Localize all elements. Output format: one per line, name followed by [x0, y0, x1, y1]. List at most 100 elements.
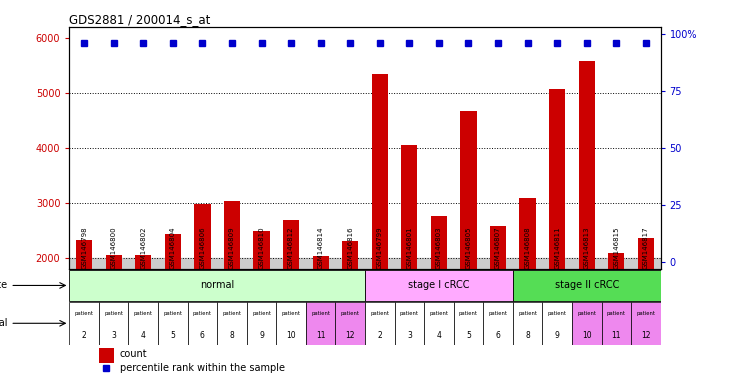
Text: GSM146812: GSM146812	[288, 226, 294, 269]
Text: 8: 8	[525, 331, 530, 340]
Text: normal: normal	[200, 280, 234, 290]
Bar	[158, 302, 188, 345]
Text: GSM146806: GSM146806	[199, 226, 205, 269]
Bar	[431, 216, 447, 368]
Text: patient: patient	[548, 311, 566, 316]
Text: GSM146817: GSM146817	[643, 226, 649, 269]
Bar	[194, 204, 210, 368]
Text: count: count	[120, 349, 147, 359]
Bar	[128, 302, 158, 345]
Text: GSM146804: GSM146804	[170, 226, 176, 269]
Text: patient: patient	[607, 311, 626, 316]
Bar	[394, 258, 424, 269]
Text: GSM146809: GSM146809	[229, 226, 235, 269]
Text: GSM146813: GSM146813	[584, 226, 590, 269]
Text: 9: 9	[555, 331, 560, 340]
Bar	[365, 258, 394, 269]
Bar	[512, 270, 661, 301]
Bar	[247, 258, 276, 269]
Bar	[490, 225, 506, 368]
Bar	[218, 302, 247, 345]
Text: 10: 10	[582, 331, 591, 340]
Text: GSM146816: GSM146816	[347, 226, 353, 269]
Text: GSM146811: GSM146811	[554, 226, 560, 269]
Text: 5: 5	[466, 331, 471, 340]
Text: 12: 12	[345, 331, 355, 340]
Text: patient: patient	[429, 311, 448, 316]
Text: patient: patient	[341, 311, 360, 316]
Bar	[76, 240, 92, 368]
Text: 4: 4	[437, 331, 442, 340]
Text: patient: patient	[370, 311, 389, 316]
Text: GSM146810: GSM146810	[258, 226, 264, 269]
Bar	[218, 258, 247, 269]
Bar	[224, 201, 240, 368]
Bar	[542, 258, 572, 269]
Bar	[461, 111, 477, 368]
Bar	[106, 255, 122, 368]
Text: 6: 6	[200, 331, 205, 340]
Text: 10: 10	[286, 331, 296, 340]
Bar	[99, 348, 114, 363]
Bar	[276, 258, 306, 269]
Bar	[306, 258, 336, 269]
Bar	[253, 231, 269, 368]
Text: patient: patient	[104, 311, 123, 316]
Bar	[247, 302, 276, 345]
Bar	[128, 258, 158, 269]
Bar	[306, 302, 336, 345]
Bar	[424, 258, 453, 269]
Bar	[572, 258, 602, 269]
Text: patient: patient	[252, 311, 271, 316]
Text: GSM146815: GSM146815	[613, 226, 619, 269]
Bar	[335, 258, 365, 269]
Bar	[631, 258, 661, 269]
Bar	[335, 302, 365, 345]
Text: 11: 11	[316, 331, 326, 340]
Text: 4: 4	[141, 331, 146, 340]
Bar	[453, 302, 483, 345]
Text: GSM146814: GSM146814	[318, 226, 323, 269]
Bar	[549, 89, 565, 368]
Bar	[579, 61, 595, 368]
Text: 2: 2	[82, 331, 87, 340]
Bar	[372, 74, 388, 368]
Bar	[135, 255, 151, 368]
Text: GSM146799: GSM146799	[377, 226, 383, 269]
Text: GSM146802: GSM146802	[140, 226, 146, 269]
Bar	[602, 302, 631, 345]
Text: patient: patient	[74, 311, 93, 316]
Bar	[512, 302, 542, 345]
Bar	[394, 302, 424, 345]
Bar	[453, 258, 483, 269]
Bar	[188, 258, 218, 269]
Bar	[602, 258, 631, 269]
Text: 3: 3	[407, 331, 412, 340]
Bar	[572, 302, 602, 345]
Text: patient: patient	[637, 311, 656, 316]
Text: patient: patient	[134, 311, 153, 316]
Text: GSM146808: GSM146808	[525, 226, 531, 269]
Bar	[188, 302, 218, 345]
Text: 2: 2	[377, 331, 383, 340]
Text: GDS2881 / 200014_s_at: GDS2881 / 200014_s_at	[69, 13, 211, 26]
Text: patient: patient	[459, 311, 478, 316]
Text: patient: patient	[488, 311, 507, 316]
Bar	[99, 302, 128, 345]
Text: GSM146807: GSM146807	[495, 226, 501, 269]
Text: stage II cRCC: stage II cRCC	[555, 280, 619, 290]
Text: patient: patient	[577, 311, 596, 316]
Bar	[402, 145, 418, 368]
Bar	[520, 197, 536, 368]
Bar	[608, 253, 624, 368]
Text: stage I cRCC: stage I cRCC	[408, 280, 469, 290]
Text: disease state: disease state	[0, 280, 7, 290]
Bar	[365, 270, 512, 301]
Bar	[483, 302, 512, 345]
Bar	[542, 302, 572, 345]
Text: 9: 9	[259, 331, 264, 340]
Bar	[276, 302, 306, 345]
Bar	[99, 258, 128, 269]
Text: patient: patient	[193, 311, 212, 316]
Text: patient: patient	[282, 311, 301, 316]
